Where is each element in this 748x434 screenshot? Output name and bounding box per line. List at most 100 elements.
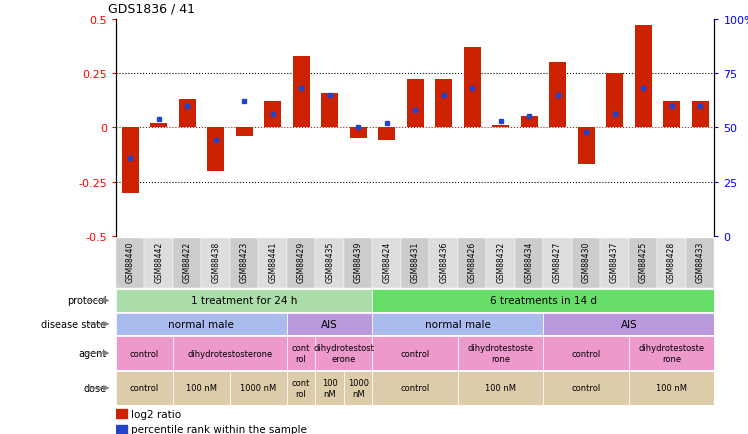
Bar bbox=[543, 371, 629, 405]
Bar bbox=[373, 239, 401, 289]
Bar bbox=[464, 48, 481, 128]
Bar bbox=[150, 124, 168, 128]
Bar bbox=[458, 336, 543, 370]
Bar bbox=[407, 80, 423, 128]
Bar bbox=[373, 371, 458, 405]
Bar bbox=[316, 336, 373, 370]
Bar bbox=[230, 239, 258, 289]
Text: 100 nM: 100 nM bbox=[485, 384, 516, 392]
Bar bbox=[629, 336, 714, 370]
Text: control: control bbox=[571, 349, 601, 358]
Bar bbox=[429, 239, 458, 289]
Bar bbox=[629, 371, 714, 405]
Text: cont
rol: cont rol bbox=[292, 344, 310, 363]
Bar bbox=[458, 371, 543, 405]
Text: agent: agent bbox=[79, 349, 106, 358]
Bar bbox=[521, 117, 538, 128]
Bar bbox=[692, 102, 708, 128]
Text: GSM88426: GSM88426 bbox=[468, 241, 476, 283]
Text: GSM88440: GSM88440 bbox=[126, 241, 135, 283]
Text: normal male: normal male bbox=[168, 319, 234, 329]
Text: GSM88434: GSM88434 bbox=[524, 241, 533, 283]
Bar bbox=[116, 313, 287, 335]
Text: GDS1836 / 41: GDS1836 / 41 bbox=[108, 2, 195, 15]
Text: dihydrotestost
erone: dihydrotestost erone bbox=[313, 344, 374, 363]
Bar bbox=[543, 239, 572, 289]
Bar bbox=[287, 371, 316, 405]
Text: AIS: AIS bbox=[322, 319, 338, 329]
Bar bbox=[316, 371, 344, 405]
Bar bbox=[601, 239, 629, 289]
Text: AIS: AIS bbox=[621, 319, 637, 329]
Bar bbox=[629, 239, 657, 289]
Text: control: control bbox=[130, 349, 159, 358]
Bar bbox=[401, 239, 429, 289]
Bar bbox=[144, 239, 173, 289]
Text: dihydrotestoste
rone: dihydrotestoste rone bbox=[468, 344, 533, 363]
Bar bbox=[543, 313, 714, 335]
Bar bbox=[207, 128, 224, 171]
Text: GSM88442: GSM88442 bbox=[154, 241, 163, 283]
Bar bbox=[122, 128, 138, 193]
Bar bbox=[316, 239, 344, 289]
Bar bbox=[657, 239, 686, 289]
Text: GSM88441: GSM88441 bbox=[269, 241, 278, 283]
Bar bbox=[378, 128, 395, 141]
Bar bbox=[686, 239, 714, 289]
Bar bbox=[349, 128, 367, 139]
Bar bbox=[116, 336, 173, 370]
Bar bbox=[543, 336, 629, 370]
Bar bbox=[572, 239, 601, 289]
Text: GSM88436: GSM88436 bbox=[439, 241, 448, 283]
Text: GSM88425: GSM88425 bbox=[639, 241, 648, 283]
Bar bbox=[116, 289, 373, 312]
Bar bbox=[344, 371, 373, 405]
Text: dose: dose bbox=[84, 383, 106, 393]
Bar bbox=[236, 128, 253, 137]
Bar bbox=[344, 239, 373, 289]
Bar bbox=[549, 63, 566, 128]
Text: 100
nM: 100 nM bbox=[322, 378, 337, 398]
Bar bbox=[492, 126, 509, 128]
Bar bbox=[292, 56, 310, 128]
Bar bbox=[606, 74, 623, 128]
Bar bbox=[173, 239, 201, 289]
Text: control: control bbox=[400, 384, 430, 392]
Text: GSM88433: GSM88433 bbox=[696, 241, 705, 283]
Text: control: control bbox=[130, 384, 159, 392]
Bar bbox=[230, 371, 287, 405]
Bar bbox=[435, 80, 453, 128]
Bar bbox=[458, 239, 486, 289]
Bar bbox=[173, 371, 230, 405]
Text: 6 treatments in 14 d: 6 treatments in 14 d bbox=[490, 296, 597, 306]
Text: percentile rank within the sample: percentile rank within the sample bbox=[131, 424, 307, 434]
Bar bbox=[287, 336, 316, 370]
Bar bbox=[577, 128, 595, 165]
Text: GSM88435: GSM88435 bbox=[325, 241, 334, 283]
Text: GSM88424: GSM88424 bbox=[382, 241, 391, 283]
Text: GSM88437: GSM88437 bbox=[610, 241, 619, 283]
Text: 100 nM: 100 nM bbox=[656, 384, 687, 392]
Text: 1 treatment for 24 h: 1 treatment for 24 h bbox=[191, 296, 298, 306]
Bar bbox=[201, 239, 230, 289]
Text: GSM88430: GSM88430 bbox=[582, 241, 591, 283]
Bar bbox=[116, 425, 126, 434]
Text: GSM88428: GSM88428 bbox=[667, 241, 676, 282]
Text: GSM88431: GSM88431 bbox=[411, 241, 420, 283]
Text: log2 ratio: log2 ratio bbox=[131, 409, 181, 419]
Text: GSM88432: GSM88432 bbox=[496, 241, 505, 283]
Bar bbox=[264, 102, 281, 128]
Bar bbox=[116, 371, 173, 405]
Text: dihydrotestoste
rone: dihydrotestoste rone bbox=[639, 344, 705, 363]
Text: GSM88427: GSM88427 bbox=[553, 241, 562, 283]
Bar bbox=[634, 26, 652, 128]
Text: GSM88422: GSM88422 bbox=[183, 241, 191, 282]
Bar bbox=[373, 313, 543, 335]
Text: protocol: protocol bbox=[67, 296, 106, 306]
Text: 1000
nM: 1000 nM bbox=[348, 378, 369, 398]
Bar bbox=[663, 102, 680, 128]
Text: GSM88423: GSM88423 bbox=[239, 241, 248, 283]
Text: 100 nM: 100 nM bbox=[186, 384, 217, 392]
Bar bbox=[287, 239, 316, 289]
Bar bbox=[173, 336, 287, 370]
